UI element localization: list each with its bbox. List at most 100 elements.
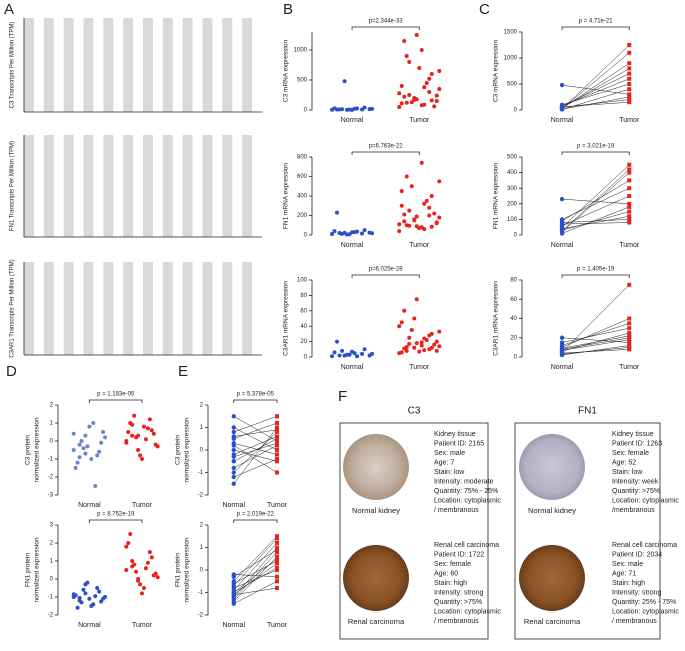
point bbox=[429, 98, 434, 103]
pair-line bbox=[233, 449, 278, 462]
point bbox=[559, 196, 565, 202]
point bbox=[275, 434, 279, 439]
point bbox=[275, 441, 279, 446]
point bbox=[429, 194, 434, 198]
point bbox=[434, 339, 439, 344]
point bbox=[151, 573, 156, 578]
point bbox=[103, 595, 108, 599]
info-line: Renal cell carcinoma bbox=[612, 542, 677, 549]
y-tick-label: 1500 bbox=[504, 30, 518, 36]
annotation: p = 1.405e-19 bbox=[577, 267, 615, 273]
point bbox=[559, 82, 565, 88]
point bbox=[147, 417, 152, 422]
point bbox=[145, 426, 150, 431]
point bbox=[149, 555, 154, 560]
point bbox=[419, 340, 424, 345]
info-line: Intensity: strong bbox=[434, 589, 484, 596]
point bbox=[427, 76, 432, 81]
point bbox=[231, 429, 236, 435]
info-line: Age: 60 bbox=[434, 570, 458, 577]
point bbox=[342, 353, 347, 358]
x-tick-label: Normal bbox=[551, 364, 574, 371]
point bbox=[275, 559, 279, 563]
y-tick-label: 2 bbox=[50, 403, 54, 409]
x-tick-label: Normal bbox=[78, 502, 101, 509]
point bbox=[402, 94, 407, 99]
point bbox=[275, 561, 279, 566]
point bbox=[437, 179, 442, 184]
panel-letter: B bbox=[283, 1, 293, 18]
y-tick-label: 500 bbox=[507, 82, 518, 88]
point bbox=[155, 575, 160, 580]
stripe bbox=[143, 18, 153, 112]
point bbox=[559, 335, 565, 340]
stripe bbox=[222, 262, 233, 355]
point bbox=[627, 201, 632, 206]
panel-letter: C bbox=[479, 1, 490, 18]
stripe bbox=[182, 18, 193, 112]
point bbox=[93, 594, 98, 599]
point bbox=[134, 569, 139, 574]
point bbox=[140, 591, 144, 596]
annotation: p = 2.019e-22 bbox=[237, 512, 275, 518]
pair-line bbox=[561, 216, 630, 230]
pair-line bbox=[561, 284, 630, 353]
info-line: Age: 52 bbox=[612, 459, 636, 466]
point bbox=[130, 433, 135, 438]
point bbox=[128, 532, 133, 536]
point bbox=[627, 167, 632, 172]
point bbox=[627, 76, 632, 81]
stripe bbox=[202, 262, 213, 355]
y-axis-label: FN1 mRNA expression bbox=[283, 163, 290, 229]
point bbox=[275, 536, 279, 541]
pair-line bbox=[562, 222, 630, 225]
pair-line bbox=[561, 52, 630, 109]
point bbox=[627, 66, 632, 71]
point bbox=[275, 459, 279, 464]
point bbox=[417, 66, 422, 70]
point bbox=[422, 227, 427, 232]
point bbox=[434, 99, 439, 103]
point bbox=[422, 85, 427, 90]
point bbox=[404, 174, 409, 179]
y-tick-label: 0 bbox=[200, 568, 204, 574]
point bbox=[627, 92, 632, 97]
point bbox=[231, 574, 236, 579]
y-tick-label: 400 bbox=[507, 170, 518, 176]
point bbox=[412, 345, 417, 350]
info-line: Stain: high bbox=[612, 580, 645, 587]
y-tick-label: 200 bbox=[507, 201, 518, 207]
point bbox=[627, 194, 632, 198]
caption: Normal kidney bbox=[352, 506, 400, 515]
y-tick-label: 1 bbox=[50, 559, 54, 565]
pair-line bbox=[233, 443, 278, 457]
stripe bbox=[83, 18, 94, 112]
pair-line bbox=[233, 436, 278, 455]
point bbox=[407, 60, 412, 64]
point bbox=[275, 452, 279, 457]
pair-line bbox=[233, 416, 278, 433]
pair-line bbox=[561, 335, 630, 349]
stripe bbox=[103, 262, 114, 355]
point bbox=[275, 448, 279, 452]
point bbox=[627, 204, 632, 209]
point bbox=[95, 453, 100, 458]
point bbox=[399, 320, 404, 325]
stripe bbox=[24, 262, 34, 355]
point bbox=[627, 217, 632, 222]
pair-line bbox=[233, 443, 278, 455]
point bbox=[370, 106, 375, 111]
point bbox=[627, 97, 632, 102]
point bbox=[155, 444, 160, 449]
y-tick-label: 200 bbox=[297, 213, 308, 219]
point bbox=[627, 340, 632, 345]
point bbox=[330, 354, 335, 359]
bracket bbox=[561, 26, 630, 30]
point bbox=[424, 198, 429, 203]
info-line: Quantity: >75% bbox=[434, 599, 482, 606]
point bbox=[335, 107, 340, 112]
y-tick-label: 400 bbox=[297, 194, 308, 200]
x-tick-label: Normal bbox=[341, 242, 364, 249]
annotation: p=2.344e-33 bbox=[369, 19, 404, 25]
info-line: Patient ID: 1722 bbox=[434, 551, 484, 558]
